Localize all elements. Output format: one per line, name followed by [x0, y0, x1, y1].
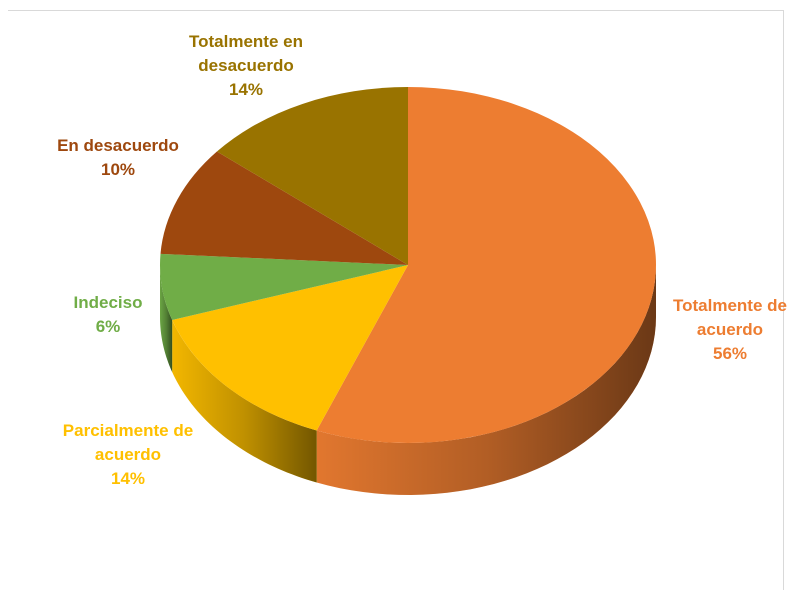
pie-slice [160, 151, 408, 265]
category-label: Totalmente en desacuerdo [189, 32, 303, 75]
pie-slice [316, 87, 656, 444]
data-label: En desacuerdo 10% [43, 134, 193, 182]
category-label: Indeciso [73, 293, 143, 312]
pie-side-shade [160, 265, 173, 373]
pie-side-shade [172, 320, 317, 483]
pie-slice [172, 265, 408, 431]
category-label: En desacuerdo [57, 136, 179, 155]
frame [8, 10, 784, 590]
data-label: Indeciso 6% [48, 291, 168, 339]
pie-slice [159, 253, 408, 321]
value-label: 56% [712, 344, 748, 363]
value-label: 10% [100, 160, 136, 179]
category-label: Totalmente de acuerdo [673, 296, 787, 339]
data-label: Totalmente de acuerdo 56% [660, 294, 795, 366]
data-label: Totalmente en desacuerdo 14% [176, 30, 316, 102]
pie-slice [216, 87, 408, 265]
value-label: 14% [228, 80, 264, 99]
data-label: Parcialmente de acuerdo 14% [53, 419, 203, 491]
value-label: 6% [95, 317, 121, 336]
category-label: Parcialmente de acuerdo [62, 421, 194, 464]
pie-side-shade [316, 265, 656, 495]
value-label: 14% [110, 469, 146, 488]
